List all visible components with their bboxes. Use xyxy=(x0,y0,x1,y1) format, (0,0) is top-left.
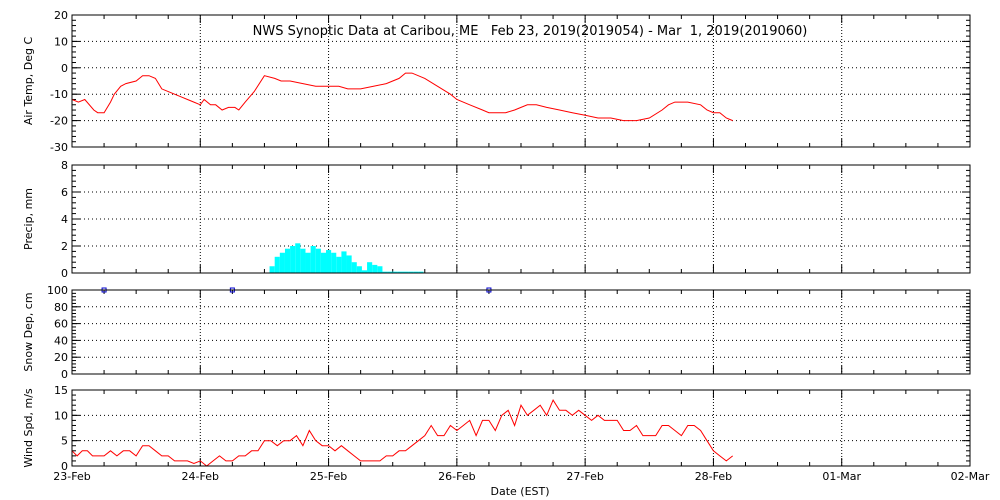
precip-bar xyxy=(367,262,373,273)
precip-bar xyxy=(392,271,398,273)
y-tick-label: 60 xyxy=(54,318,68,331)
precip-bar xyxy=(372,264,378,273)
precip-bar xyxy=(377,266,383,273)
precip-bar xyxy=(284,248,291,273)
x-tick-label: 02-Mar xyxy=(951,470,990,483)
precip-bar xyxy=(387,271,393,273)
y-tick-label: 5 xyxy=(61,435,68,448)
precip-bar xyxy=(397,271,403,273)
y-tick-label: 0 xyxy=(61,267,68,280)
precip-bar xyxy=(305,252,311,273)
precip-bar xyxy=(290,246,296,273)
precip-bar xyxy=(326,250,332,273)
y-tick-label: 15 xyxy=(54,384,68,397)
precip-bar xyxy=(279,252,285,273)
y-axis-label: Snow Dep, cm xyxy=(22,292,35,371)
panel-frame xyxy=(71,14,971,148)
y-tick-label: 6 xyxy=(61,186,68,199)
precip-bar xyxy=(402,271,409,273)
series-line xyxy=(71,72,733,122)
precip-bar xyxy=(310,246,316,273)
precip-bar xyxy=(295,243,301,273)
y-tick-label: -10 xyxy=(50,88,68,101)
y-tick-label: -20 xyxy=(50,115,68,128)
x-tick-label: 01-Mar xyxy=(822,470,861,483)
y-tick-label: 20 xyxy=(54,9,68,22)
precip-bar xyxy=(382,271,388,273)
x-tick-label: 28-Feb xyxy=(695,470,732,483)
precip-bar xyxy=(351,262,357,273)
precip-bar xyxy=(413,271,419,273)
y-axis-label: Air Temp, Deg C xyxy=(22,37,35,126)
panel-4: 15 10 5 0 Wind Spd, m/s xyxy=(22,384,971,473)
panel-3: 100 80 60 40 20 0 Snow Dep, cm xyxy=(22,284,971,381)
x-tick-label: 25-Feb xyxy=(310,470,347,483)
panel-1: 20 10 0 -10 -20 -30 Air Temp, Deg C xyxy=(22,9,971,154)
y-tick-label: 0 xyxy=(61,368,68,381)
precip-bar xyxy=(418,271,424,273)
panel-2: 8 6 4 2 0 Precip, mm xyxy=(22,159,971,280)
y-tick-label: 10 xyxy=(54,35,68,48)
y-tick-label: 80 xyxy=(54,301,68,314)
panel-frame xyxy=(71,289,971,375)
y-tick-label: 100 xyxy=(47,284,68,297)
x-tick-label: 24-Feb xyxy=(182,470,219,483)
precip-bar xyxy=(341,251,347,273)
x-axis-label: Date (EST) xyxy=(490,485,549,498)
precip-bar xyxy=(269,266,275,273)
precip-bar xyxy=(315,248,321,273)
precip-bar xyxy=(331,252,337,273)
precip-bar xyxy=(361,270,368,273)
y-tick-label: 2 xyxy=(61,240,68,253)
x-tick-label: 27-Feb xyxy=(566,470,603,483)
precip-bar xyxy=(356,266,362,273)
panel-frame xyxy=(71,389,971,467)
y-tick-label: 10 xyxy=(54,409,68,422)
precip-bar xyxy=(274,256,280,273)
y-tick-label: 0 xyxy=(61,460,68,473)
y-tick-label: 40 xyxy=(54,334,68,347)
x-tick-label: 23-Feb xyxy=(53,470,90,483)
precip-bar xyxy=(336,256,342,273)
chart-title: NWS Synoptic Data at Caribou, ME Feb 23,… xyxy=(253,24,808,39)
precip-bar xyxy=(320,252,327,273)
precip-bar xyxy=(408,271,414,273)
y-tick-label: 20 xyxy=(54,351,68,364)
panel-frame xyxy=(71,164,971,274)
y-axis-label: Precip, mm xyxy=(22,188,35,250)
y-tick-label: 0 xyxy=(61,62,68,75)
x-tick-label: 26-Feb xyxy=(438,470,475,483)
series-line xyxy=(71,399,734,467)
y-tick-label: 4 xyxy=(61,213,68,226)
precip-bar xyxy=(346,255,352,273)
y-tick-label: -30 xyxy=(50,141,68,154)
y-tick-label: 8 xyxy=(61,159,68,172)
precip-bar xyxy=(300,248,306,273)
y-axis-label: Wind Spd, m/s xyxy=(22,388,35,468)
x-tick-labels: 23-Feb 24-Feb 25-Feb 26-Feb 27-Feb 28-Feb 01-M… xyxy=(53,470,990,483)
